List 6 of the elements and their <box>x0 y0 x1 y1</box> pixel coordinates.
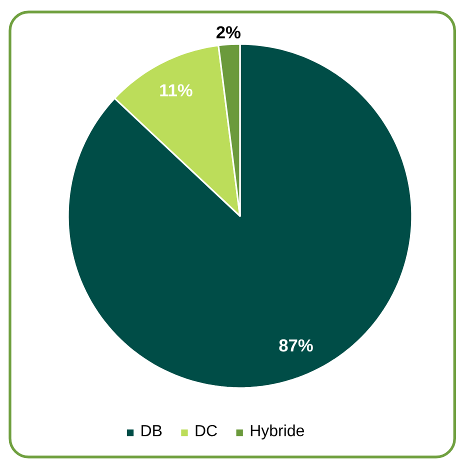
data-label: 87% <box>279 339 313 352</box>
data-label: 11% <box>160 84 192 96</box>
legend-label: Hybride <box>250 424 304 440</box>
data-label: 2% <box>216 26 240 38</box>
legend-label: DC <box>196 424 217 436</box>
legend-label: DB <box>142 425 162 436</box>
